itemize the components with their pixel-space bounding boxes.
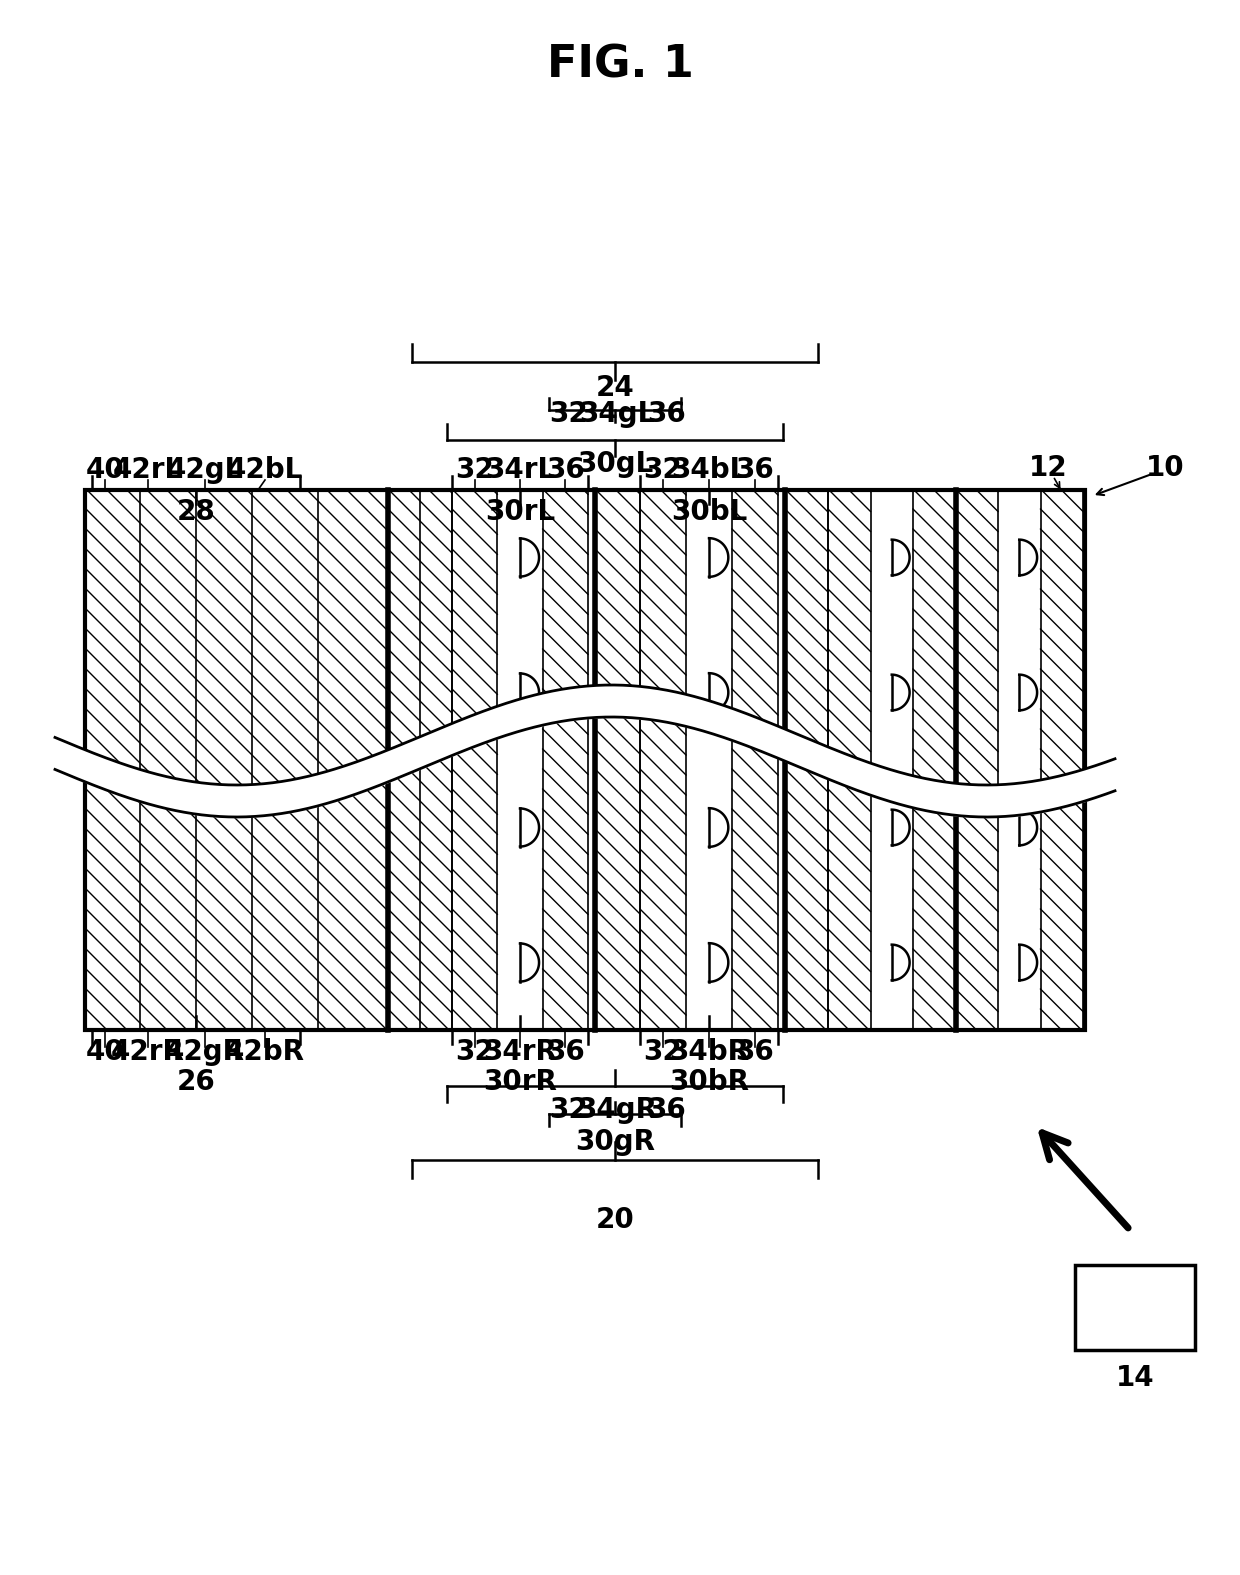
Text: 10: 10 xyxy=(1146,454,1184,482)
Text: 36: 36 xyxy=(735,1038,774,1066)
Text: 34bR: 34bR xyxy=(670,1038,749,1066)
Text: 36: 36 xyxy=(546,457,585,484)
Text: 12: 12 xyxy=(1029,454,1068,482)
Text: 42gR: 42gR xyxy=(165,1038,246,1066)
Text: 42rL: 42rL xyxy=(113,457,184,484)
Text: 32: 32 xyxy=(644,457,682,484)
Text: 30rL: 30rL xyxy=(485,498,556,526)
Text: 32: 32 xyxy=(644,1038,682,1066)
Text: 30rR: 30rR xyxy=(484,1068,557,1096)
Text: 40: 40 xyxy=(86,1038,124,1066)
Text: 32: 32 xyxy=(455,457,494,484)
Text: 28: 28 xyxy=(176,498,216,526)
Text: 40: 40 xyxy=(86,457,124,484)
Text: 34gR: 34gR xyxy=(577,1096,657,1125)
Text: 32: 32 xyxy=(549,400,588,428)
Text: 34bL: 34bL xyxy=(671,457,748,484)
Bar xyxy=(1075,1265,1195,1350)
Text: 42bL: 42bL xyxy=(227,457,303,484)
Text: 26: 26 xyxy=(176,1068,216,1096)
Text: 32: 32 xyxy=(549,1096,588,1125)
Text: 42bR: 42bR xyxy=(224,1038,305,1066)
Text: 34rR: 34rR xyxy=(484,1038,557,1066)
Text: 42rR: 42rR xyxy=(112,1038,185,1066)
Text: 36: 36 xyxy=(647,400,687,428)
Text: 14: 14 xyxy=(1116,1364,1154,1392)
Text: 42gL: 42gL xyxy=(167,457,243,484)
Text: 36: 36 xyxy=(735,457,774,484)
Text: 30gL: 30gL xyxy=(577,450,653,477)
Text: FIG. 1: FIG. 1 xyxy=(547,44,693,87)
Text: 30bR: 30bR xyxy=(670,1068,749,1096)
Text: 34gL: 34gL xyxy=(579,400,655,428)
Text: 32: 32 xyxy=(455,1038,494,1066)
Text: 34rL: 34rL xyxy=(485,457,556,484)
Text: 30bL: 30bL xyxy=(671,498,748,526)
Text: 36: 36 xyxy=(546,1038,585,1066)
Text: 30gR: 30gR xyxy=(575,1128,655,1156)
Text: 36: 36 xyxy=(647,1096,687,1125)
Text: 24: 24 xyxy=(595,373,635,402)
Bar xyxy=(86,490,1085,1030)
Text: 20: 20 xyxy=(595,1206,635,1233)
